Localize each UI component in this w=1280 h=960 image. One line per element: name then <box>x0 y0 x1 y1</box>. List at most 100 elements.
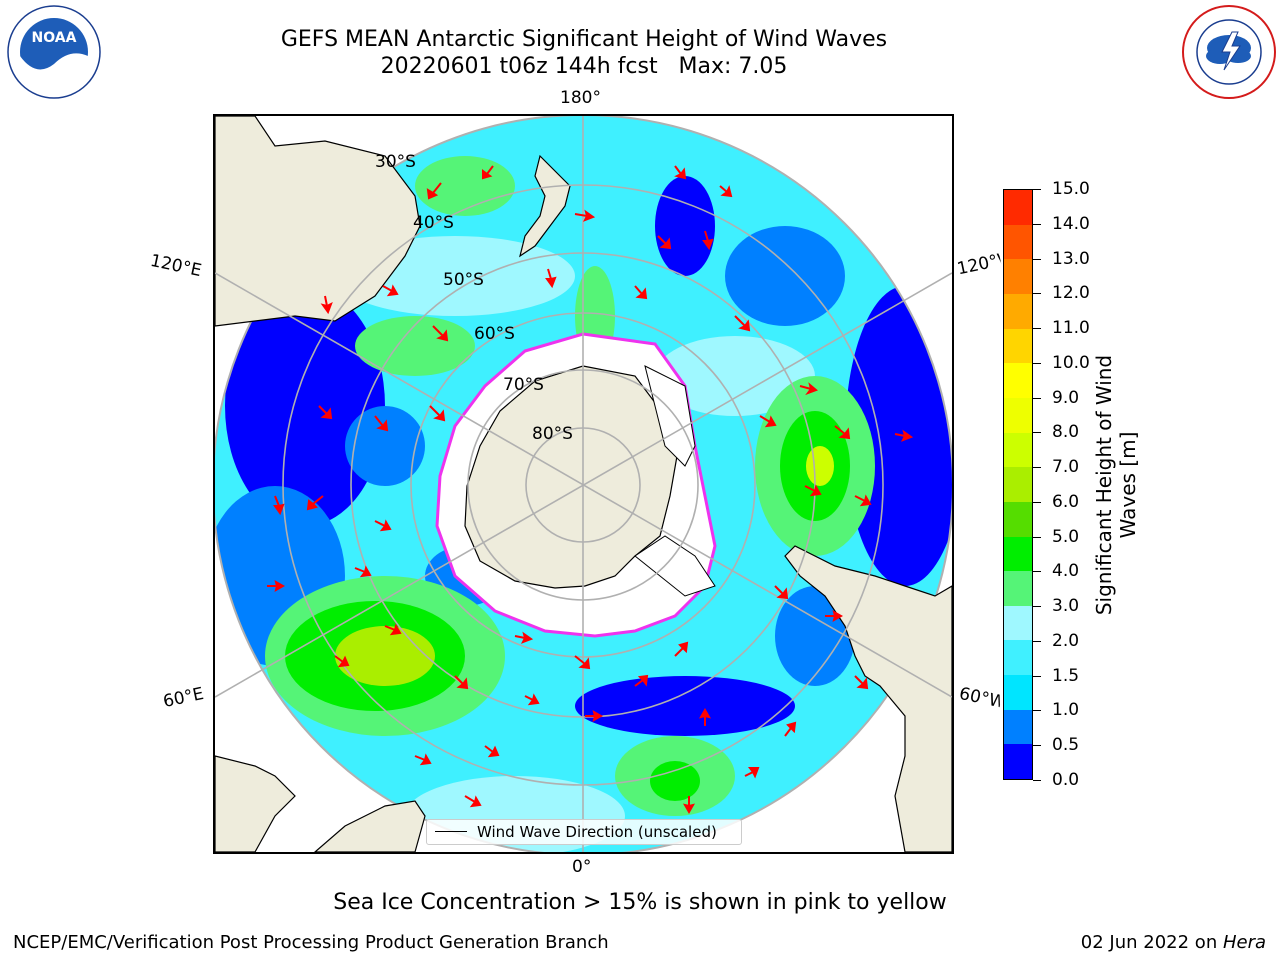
wave-arrow <box>657 235 672 250</box>
wave-arrow <box>799 382 818 396</box>
colorbar-tick-label: 10.0 <box>1052 353 1090 373</box>
colorbar-tick <box>1033 676 1041 677</box>
lat-label-40s: 40°S <box>413 213 454 233</box>
colorbar-tick-label: 5.0 <box>1052 527 1080 547</box>
colorbar-segment <box>1004 675 1032 710</box>
lat-label-30s: 30°S <box>375 152 416 172</box>
wave-arrow <box>804 484 822 497</box>
colorbar-tick-label: 14.0 <box>1052 214 1090 234</box>
colorbar-tick-label: 0.0 <box>1052 770 1080 790</box>
wave-arrow <box>854 494 872 507</box>
polar-map-svg <box>215 116 952 852</box>
colorbar-tick <box>1033 641 1041 642</box>
wave-arrow <box>585 709 604 723</box>
wave-arrow <box>574 209 596 222</box>
lat-label-70s: 70°S <box>503 375 544 395</box>
wave-arrow <box>454 675 469 690</box>
colorbar-tick-label: 0.5 <box>1052 735 1080 755</box>
lat-label-50s: 50°S <box>443 270 484 290</box>
wave-arrow <box>774 585 789 600</box>
wave-arrow <box>524 693 540 706</box>
colorbar-tick <box>1033 710 1041 711</box>
colorbar-segment <box>1004 259 1032 295</box>
wave-arrow <box>784 721 797 737</box>
wave-arrow <box>384 623 402 636</box>
colorbar-tick <box>1033 293 1041 294</box>
map-title-line2: 20220601 t06z 144h fcst Max: 7.05 <box>380 54 788 79</box>
wave-arrow <box>682 796 696 815</box>
colorbar-segment <box>1004 709 1032 745</box>
ross-ice-shelf <box>644 365 696 467</box>
lon-label-60e: 60°E <box>161 683 206 713</box>
wave-arrow <box>429 405 446 422</box>
colorbar-tick <box>1033 189 1041 190</box>
wave-arrow <box>318 405 333 420</box>
wave-arrow <box>698 707 712 726</box>
wave-arrow <box>320 295 333 315</box>
wind-wave-arrows <box>267 165 914 815</box>
lon-label-120w: 120°W <box>955 250 1003 280</box>
wave-arrow <box>734 315 751 332</box>
graticule <box>215 116 952 852</box>
colorbar-segment <box>1004 397 1032 433</box>
wave-arrow <box>382 284 399 297</box>
colorbar-tick-label: 9.0 <box>1052 388 1080 408</box>
wave-arrow <box>484 745 500 758</box>
colorbar-tick-label: 1.0 <box>1052 700 1080 720</box>
africa-land <box>215 755 296 852</box>
colorbar-tick <box>1033 780 1041 781</box>
wave-arrow <box>674 641 689 657</box>
footer-date-text: 02 Jun 2022 on <box>1080 932 1223 953</box>
colorbar-segment <box>1004 467 1032 502</box>
wave-arrow <box>482 165 494 180</box>
wave-arrow <box>834 425 851 440</box>
south-america-land <box>784 545 952 852</box>
wave-arrow <box>634 285 648 300</box>
wave-arrow <box>744 767 760 779</box>
colorbar-tick-label: 2.0 <box>1052 631 1080 651</box>
colorbar-tick <box>1033 745 1041 746</box>
wave-arrow <box>334 655 350 668</box>
colorbar-title-line2: Waves [m] <box>1116 431 1140 539</box>
colorbar-tick <box>1033 502 1041 503</box>
wave-arrow <box>545 268 557 289</box>
noaa-logo: NOAA <box>7 5 101 99</box>
map-title-line1: GEFS MEAN Antarctic Significant Height o… <box>280 27 888 52</box>
colorbar-segment <box>1004 640 1032 676</box>
colorbar-segment <box>1004 294 1032 329</box>
colorbar-tick-label: 8.0 <box>1052 422 1080 442</box>
colorbar-title: Significant Height of Wind Waves [m] <box>1092 355 1140 615</box>
wave-arrow <box>894 429 914 442</box>
colorbar-segment <box>1004 571 1032 606</box>
nws-logo <box>1182 5 1276 99</box>
wave-arrow <box>759 415 777 428</box>
colorbar-tick <box>1033 606 1041 607</box>
footer-date: 02 Jun 2022 on Hera <box>1081 932 1266 953</box>
wave-arrow <box>825 609 844 623</box>
colorbar-tick <box>1033 537 1041 538</box>
colorbar-tick <box>1033 571 1041 572</box>
colorbar-tick-label: 11.0 <box>1052 318 1090 338</box>
wave-arrow <box>574 655 591 670</box>
legend-line-swatch <box>435 831 467 832</box>
wave-arrow <box>719 185 733 198</box>
colorbar-tick <box>1033 467 1041 468</box>
colorbar-segment <box>1004 328 1032 364</box>
footer-credit: NCEP/EMC/Verification Post Processing Pr… <box>13 932 609 953</box>
footer-host: Hera <box>1222 932 1266 953</box>
colorbar-segment <box>1004 501 1032 537</box>
wave-arrow <box>854 675 869 690</box>
wave-arrow <box>674 165 687 180</box>
colorbar-segment <box>1004 536 1032 572</box>
wave-arrow <box>426 182 442 200</box>
lat-label-60s: 60°S <box>474 324 515 344</box>
colorbar-tick-label: 7.0 <box>1052 457 1080 477</box>
colorbar-tick <box>1033 398 1041 399</box>
map-plot-area <box>213 114 954 854</box>
sea-ice-note: Sea Ice Concentration > 15% is shown in … <box>333 890 947 915</box>
colorbar-tick <box>1033 432 1041 433</box>
colorbar-tick <box>1033 363 1041 364</box>
wave-arrow <box>432 325 449 342</box>
colorbar-tick <box>1033 259 1041 260</box>
colorbar-segment <box>1004 190 1032 225</box>
